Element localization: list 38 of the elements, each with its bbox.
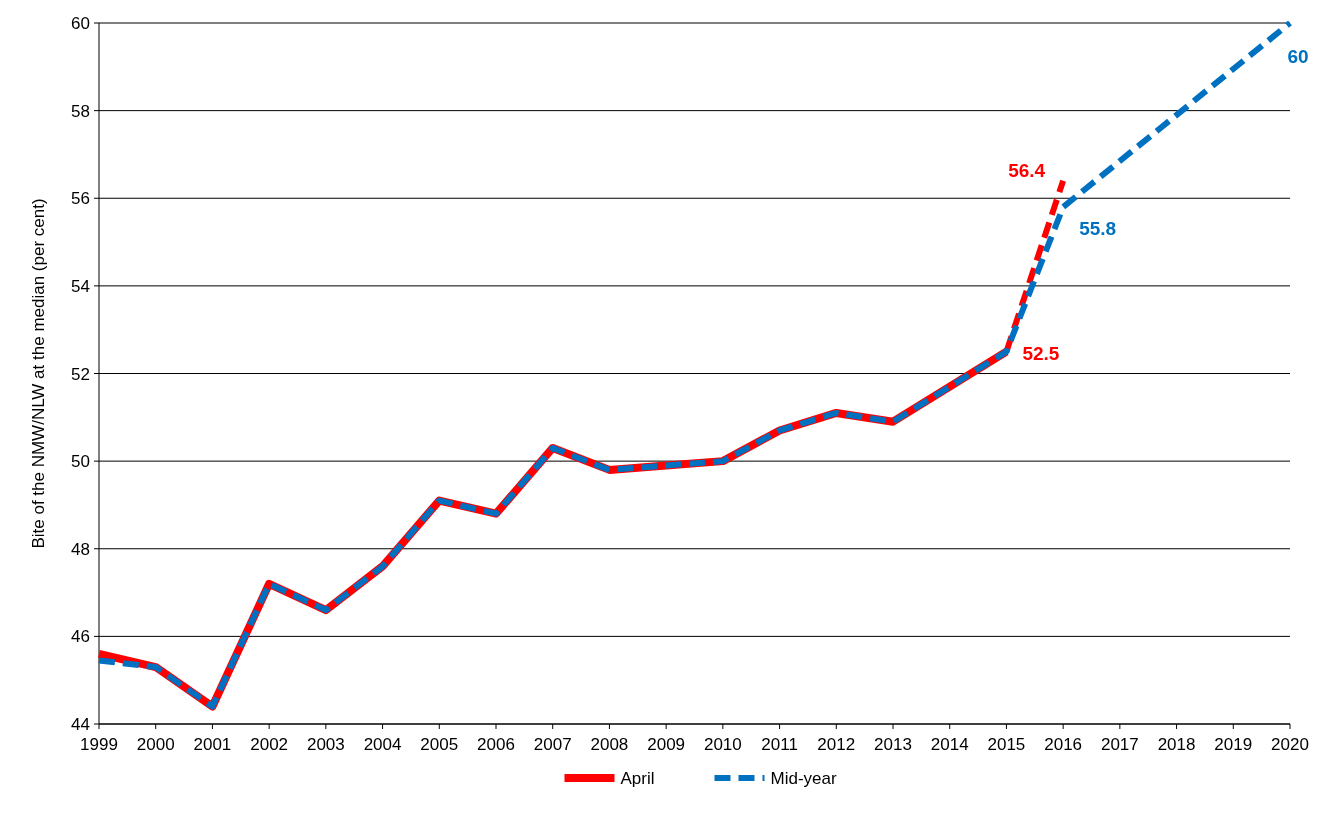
data-label: 60 bbox=[1287, 46, 1309, 67]
y-tick-label: 48 bbox=[71, 539, 90, 559]
y-tick-label: 46 bbox=[71, 627, 90, 647]
x-tick-label: 2013 bbox=[874, 735, 912, 754]
x-tick-label: 2019 bbox=[1214, 735, 1253, 754]
y-tick-label: 56 bbox=[71, 189, 90, 209]
x-tick-label: 2008 bbox=[590, 735, 629, 754]
x-tick-label: 2018 bbox=[1157, 735, 1196, 754]
y-tick-label: 50 bbox=[71, 452, 90, 472]
x-tick-label: 2017 bbox=[1100, 735, 1139, 754]
legend-label: April bbox=[620, 769, 655, 788]
y-tick-label: 52 bbox=[71, 364, 90, 384]
legend-label: Mid-year bbox=[770, 769, 837, 788]
x-tick-label: 2001 bbox=[193, 735, 232, 754]
y-tick-label: 44 bbox=[71, 715, 90, 734]
x-tick-label: 2010 bbox=[703, 735, 742, 754]
x-tick-label: 2016 bbox=[1044, 735, 1083, 754]
x-tick-label: 2012 bbox=[817, 735, 856, 754]
x-tick-label: 2009 bbox=[647, 735, 686, 754]
x-tick-label: 2014 bbox=[930, 735, 969, 754]
x-tick-label: 2002 bbox=[250, 735, 289, 754]
x-tick-label: 2006 bbox=[477, 735, 515, 754]
x-tick-label: 2004 bbox=[363, 735, 402, 754]
x-tick-label: 1999 bbox=[80, 735, 118, 754]
y-tick-label: 58 bbox=[71, 101, 90, 121]
x-tick-label: 2020 bbox=[1271, 735, 1309, 754]
x-tick-label: 2011 bbox=[761, 735, 798, 754]
y-tick-label: 54 bbox=[71, 276, 90, 296]
x-tick-label: 2005 bbox=[420, 735, 459, 754]
data-label: 52.5 bbox=[1022, 342, 1060, 364]
data-label: 55.8 bbox=[1079, 218, 1117, 240]
data-label: 56.4 bbox=[1008, 159, 1046, 181]
x-tick-label: 2000 bbox=[136, 735, 175, 754]
x-tick-label: 2007 bbox=[533, 735, 572, 754]
y-tick-label: 60 bbox=[71, 14, 90, 33]
x-tick-label: 2003 bbox=[306, 735, 345, 754]
x-tick-label: 2015 bbox=[987, 735, 1026, 754]
y-axis-title: Bite of the NMW/NLW at the median (per cent) bbox=[29, 198, 48, 549]
